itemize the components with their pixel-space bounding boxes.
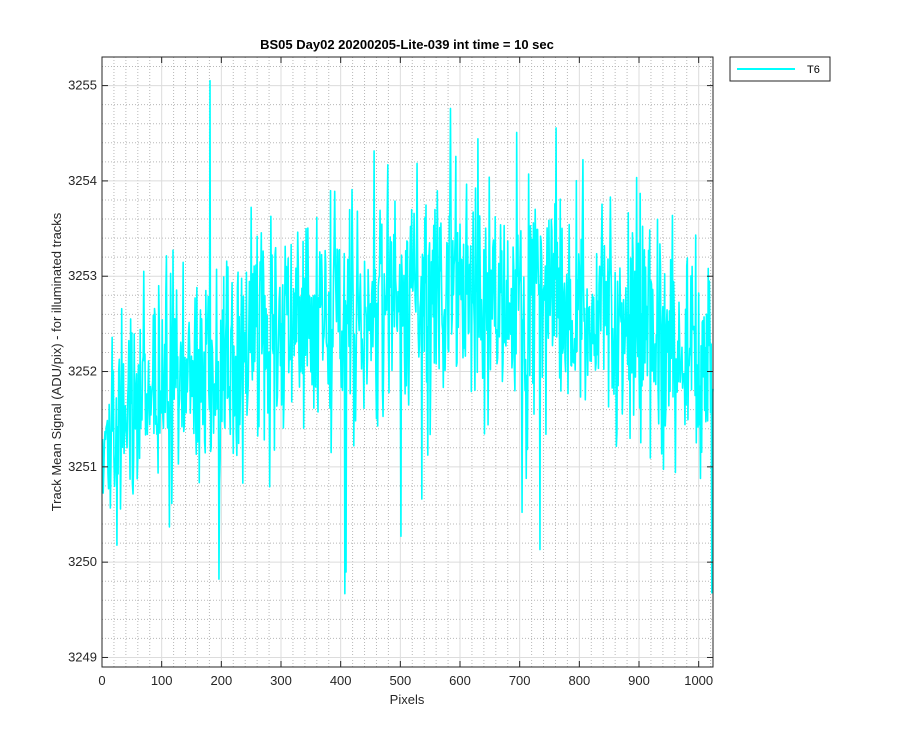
x-tick-label: 0 — [98, 673, 105, 688]
chart-title: BS05 Day02 20200205-Lite-039 int time = … — [260, 37, 554, 52]
axes-box — [101, 56, 714, 668]
x-tick-label: 900 — [628, 673, 650, 688]
x-tick-label: 200 — [210, 673, 232, 688]
x-tick-label: 1000 — [684, 673, 713, 688]
y-tick-label: 3250 — [68, 554, 97, 569]
y-tick-label: 3255 — [68, 78, 97, 93]
y-tick-label: 3251 — [68, 459, 97, 474]
x-tick-label: 800 — [568, 673, 590, 688]
y-axis-label: Track Mean Signal (ADU/pix) - for illumi… — [49, 212, 64, 511]
x-tick-label: 700 — [509, 673, 531, 688]
x-tick-labels: 0 100 200 300 400 500 600 700 800 900 1000 — [98, 673, 713, 688]
x-tick-label: 400 — [330, 673, 352, 688]
y-tick-label: 3254 — [68, 173, 97, 188]
legend-box — [729, 56, 831, 82]
series-layer — [101, 79, 714, 595]
series-line-t6 — [101, 79, 714, 595]
x-axis-label: Pixels — [390, 692, 425, 707]
x-tick-label: 600 — [449, 673, 471, 688]
legend-label-t6: T6 — [807, 64, 820, 76]
x-tick-label: 100 — [151, 673, 173, 688]
x-tick-label: 500 — [389, 673, 411, 688]
legend: T6 — [729, 56, 831, 82]
y-tick-labels: 3249 3250 3251 3252 3253 3254 3255 — [68, 78, 97, 665]
y-tick-label: 3249 — [68, 649, 97, 664]
x-tick-label: 300 — [270, 673, 292, 688]
y-tick-label: 3252 — [68, 364, 97, 379]
y-tick-label: 3253 — [68, 268, 97, 283]
